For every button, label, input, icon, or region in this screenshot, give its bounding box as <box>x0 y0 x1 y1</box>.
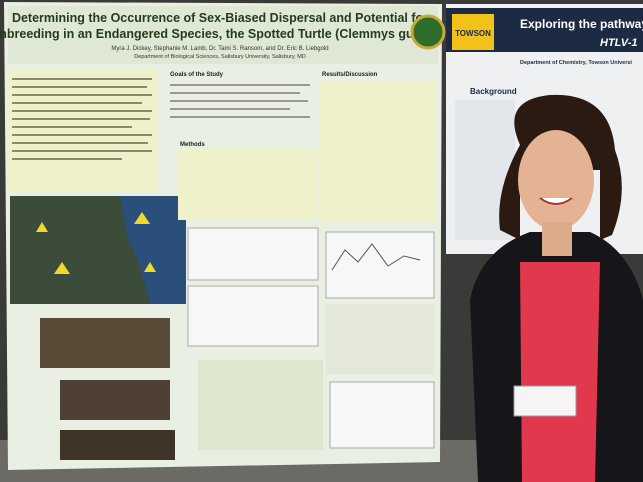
text-line <box>170 100 308 102</box>
chart-image <box>329 381 435 449</box>
text-line <box>170 92 300 94</box>
neck <box>542 222 572 256</box>
map-marker <box>54 262 70 274</box>
text-line <box>12 102 142 104</box>
chart-line <box>331 243 421 271</box>
text-line <box>12 78 152 80</box>
text-line <box>12 150 152 152</box>
smile <box>539 197 573 205</box>
seal-logo <box>410 14 446 50</box>
intro-box <box>8 70 158 192</box>
section-heading: Results/Discussion <box>322 72 378 78</box>
poster-title: Determining the Occurrence of Sex-Biased… <box>12 11 428 25</box>
text-line <box>170 108 290 110</box>
text-line <box>12 134 152 136</box>
section-heading: Background <box>470 87 517 96</box>
turtle-photo <box>60 380 170 420</box>
methods-box <box>178 150 318 220</box>
section-heading: Goals of the Study <box>170 72 224 78</box>
text-line <box>12 142 148 144</box>
turtle-photo <box>40 318 170 368</box>
turtle-photo <box>60 430 175 460</box>
poster-title: Inbreeding in an Endangered Species, the… <box>0 27 444 41</box>
face <box>518 130 594 230</box>
logo-box <box>452 14 494 50</box>
text-block <box>198 360 323 450</box>
poster-affiliation: Department of Biological Sciences, Salis… <box>134 54 306 60</box>
poster-subtitle: HTLV-1 <box>600 37 638 49</box>
person <box>470 94 643 482</box>
text-line <box>12 158 122 160</box>
text-line <box>170 84 310 86</box>
text-line <box>12 110 152 112</box>
logo-text: TOWSON <box>455 29 491 38</box>
top <box>520 262 600 482</box>
chart-image <box>187 227 319 281</box>
chart-image <box>187 285 319 347</box>
section-heading: Methods <box>180 142 205 148</box>
name-badge <box>513 385 577 417</box>
poster-department: Department of Chemistry, Towson Universi <box>520 60 632 66</box>
map-marker <box>134 212 150 224</box>
poster-title: Exploring the pathway <box>520 17 643 31</box>
text-line <box>12 94 152 96</box>
text-line <box>12 118 150 120</box>
left-poster: Determining the Occurrence of Sex-Biased… <box>0 2 446 470</box>
poster-authors: Myra J. Dickey, Stephanie M. Lamb, Dr. T… <box>111 46 328 52</box>
text-line <box>12 126 132 128</box>
text-line <box>12 86 147 88</box>
chart-image <box>325 231 435 299</box>
results-box <box>320 82 435 222</box>
text-block <box>326 304 434 374</box>
title-band <box>8 6 438 64</box>
text-line <box>170 116 310 118</box>
map-marker <box>144 262 156 272</box>
map-marker <box>36 222 48 232</box>
